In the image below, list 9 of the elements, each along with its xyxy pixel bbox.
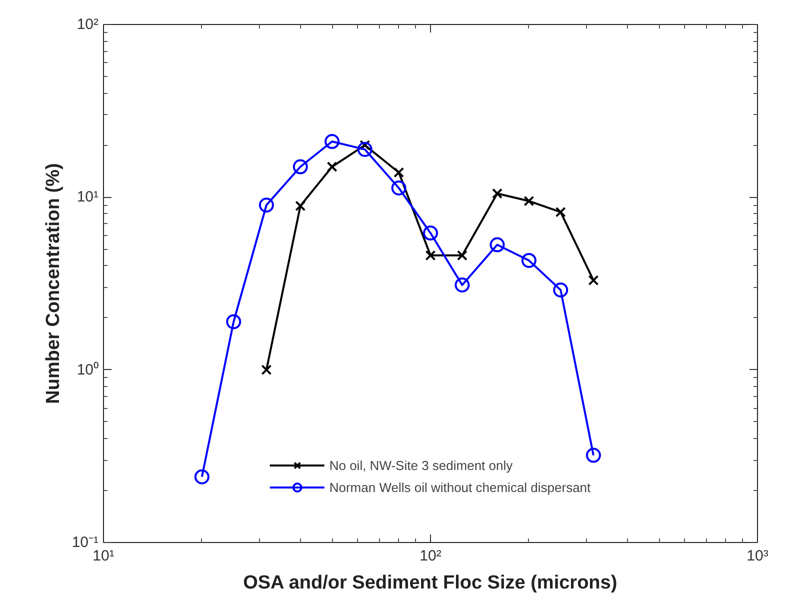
y-tick-label: 10⁰	[76, 361, 99, 378]
y-tick-label: 10¹	[76, 188, 99, 206]
x-axis-title: OSA and/or Sediment Floc Size (microns)	[243, 572, 618, 594]
legend-label: No oil, NW-Site 3 sediment only	[329, 458, 513, 472]
y-tick-label: 10²	[76, 16, 99, 33]
y-axis-title: Number Concentration (%)	[42, 163, 64, 404]
x-tick-label: 10²	[420, 548, 442, 564]
legend-label: Norman Wells oil without chemical dispersant	[329, 480, 591, 494]
x-tick-label: 10³	[746, 548, 768, 564]
